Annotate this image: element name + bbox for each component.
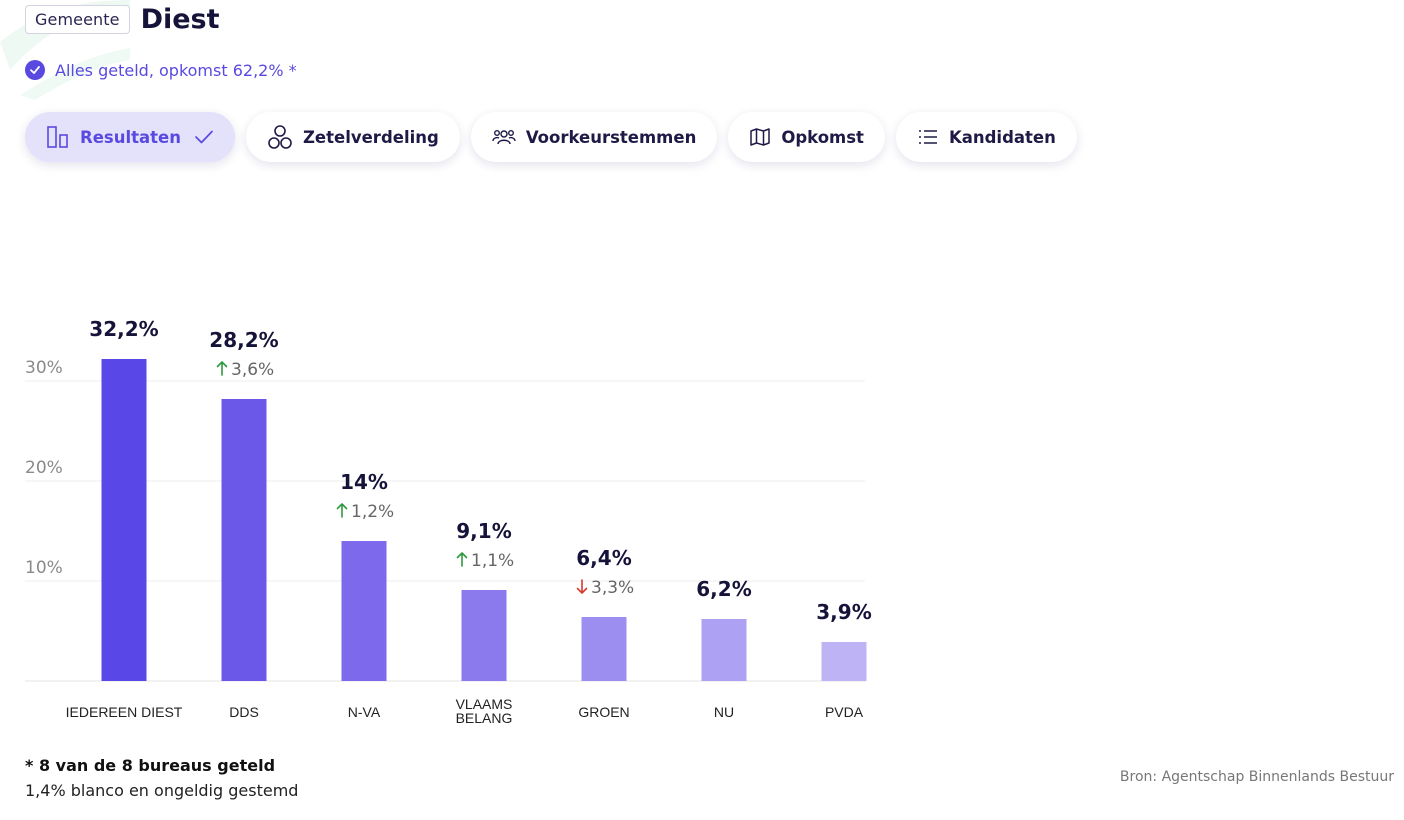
check-circle-icon <box>25 60 45 80</box>
area-type-badge: Gemeente <box>25 5 130 34</box>
y-tick-label: 20% <box>25 458 63 478</box>
bar-nu <box>701 619 747 681</box>
category-label: NU <box>714 704 734 720</box>
category-label: N-VA <box>348 704 381 720</box>
arrow-down-icon <box>576 579 588 594</box>
results-bar-chart: 10% 20% 30% 32,2% IEDEREEN DIEST 28,2% 3,6% DDS… <box>25 317 872 726</box>
value-label: 6,4% <box>576 546 631 570</box>
value-label: 14% <box>340 470 388 494</box>
bar-groen <box>581 617 627 681</box>
tab-zetelverdeling[interactable]: Zetelverdeling <box>245 112 460 162</box>
people-icon <box>492 127 516 147</box>
category-label: BELANG <box>456 710 513 726</box>
page-header: Gemeente Diest <box>25 4 220 35</box>
category-label: DDS <box>229 704 259 720</box>
checkmark-icon <box>194 129 214 145</box>
tab-label: Opkomst <box>781 127 864 147</box>
value-label: 28,2% <box>209 328 278 352</box>
value-label: 6,2% <box>696 577 751 601</box>
value-label: 3,9% <box>816 600 871 624</box>
bar-vlaams-belang <box>461 590 507 681</box>
tab-label: Voorkeurstemmen <box>525 127 697 147</box>
arrow-up-icon <box>456 552 468 567</box>
y-tick-label: 30% <box>25 358 63 378</box>
change-label: 1,2% <box>351 502 394 522</box>
bar-dds <box>221 399 267 681</box>
value-label: 32,2% <box>89 317 158 341</box>
bureaus-counted-note: * 8 van de 8 bureaus geteld <box>25 756 276 775</box>
tab-opkomst[interactable]: Opkomst <box>728 112 885 162</box>
bar-pvda <box>821 642 867 681</box>
tab-kandidaten[interactable]: Kandidaten <box>895 112 1077 162</box>
bar-n-va <box>341 541 387 681</box>
change-label: 3,3% <box>591 578 634 598</box>
tab-label: Kandidaten <box>948 127 1056 147</box>
tab-label: Zetelverdeling <box>302 127 439 147</box>
change-label: 1,1% <box>471 551 514 571</box>
value-label: 9,1% <box>456 519 511 543</box>
count-status: Alles geteld, opkomst 62,2% * <box>25 60 297 80</box>
y-tick-label: 10% <box>25 558 63 578</box>
blank-votes-note: 1,4% blanco en ongeldig gestemd <box>25 781 299 800</box>
change-label: 3,6% <box>231 360 274 380</box>
map-icon <box>749 127 771 147</box>
results-tabs: Resultaten Zetelverdeling Voorkeurstemme… <box>25 112 1088 162</box>
arrow-up-icon <box>336 503 348 518</box>
status-text: Alles geteld, opkomst 62,2% * <box>55 60 297 80</box>
list-icon <box>917 128 939 146</box>
circles-icon <box>267 124 293 150</box>
page-title: Diest <box>140 4 220 35</box>
tab-voorkeurstemmen[interactable]: Voorkeurstemmen <box>470 112 718 162</box>
category-label: GROEN <box>578 704 629 720</box>
data-source: Bron: Agentschap Binnenlands Bestuur <box>1119 769 1394 785</box>
bar-iedereen-diest <box>101 359 147 681</box>
bar-chart-icon <box>46 125 70 149</box>
category-label: PVDA <box>825 704 864 720</box>
tab-resultaten[interactable]: Resultaten <box>25 112 235 162</box>
tab-label: Resultaten <box>80 127 181 147</box>
arrow-up-icon <box>216 361 228 376</box>
category-label: IEDEREEN DIEST <box>66 704 183 720</box>
category-label: VLAAMS <box>456 696 513 712</box>
